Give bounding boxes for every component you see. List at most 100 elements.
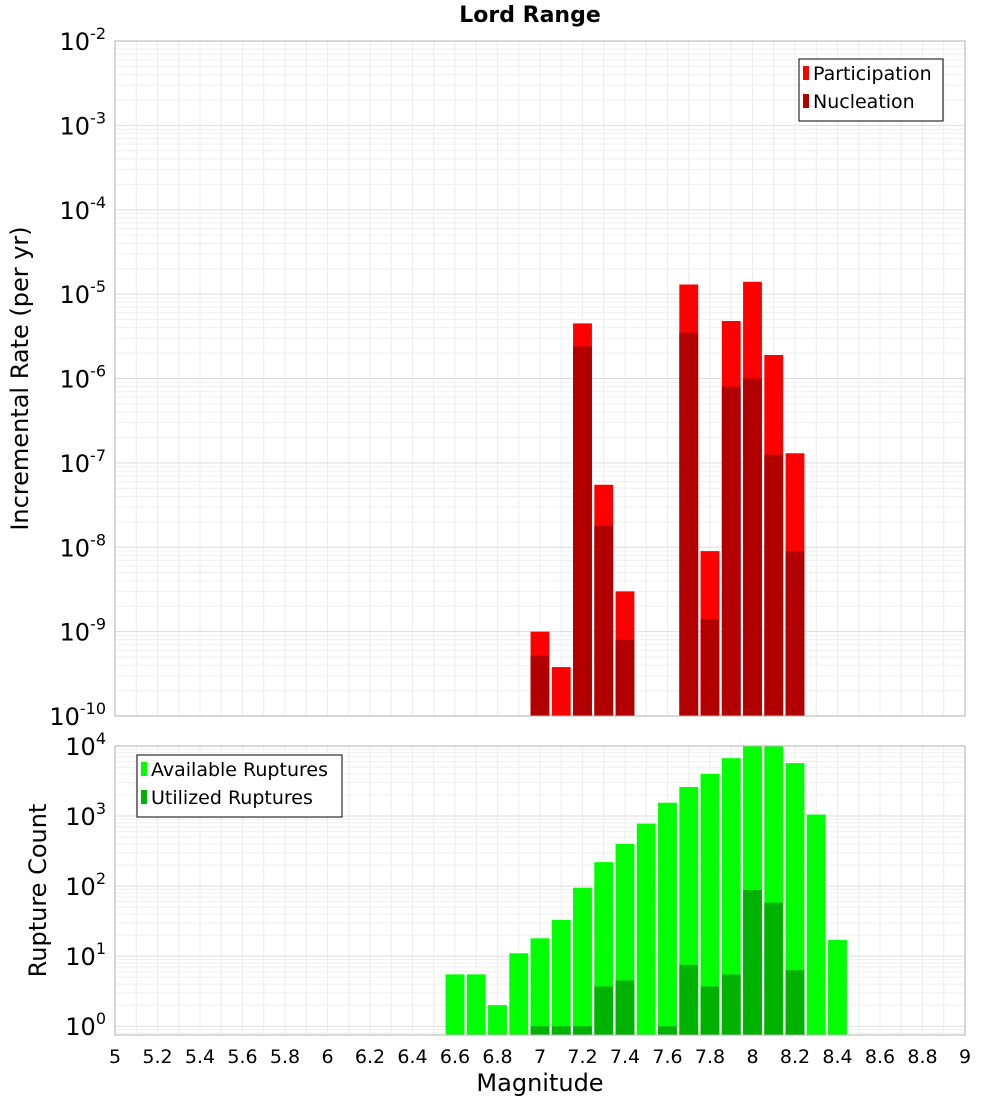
legend-swatch bbox=[803, 66, 809, 80]
x-tick-label: 6.6 bbox=[440, 1046, 470, 1068]
bar-nucleation bbox=[764, 454, 784, 716]
bar-nucleation bbox=[743, 378, 762, 716]
y-tick-label: 10-6 bbox=[60, 362, 107, 394]
bar-available-ruptures bbox=[700, 773, 720, 1035]
x-tick-label: 8 bbox=[746, 1046, 758, 1068]
x-tick-label: 6.2 bbox=[355, 1046, 385, 1068]
bar-available-ruptures bbox=[828, 940, 847, 1035]
bar-utilized-ruptures bbox=[721, 974, 741, 1035]
x-tick-label: 7 bbox=[534, 1046, 546, 1068]
x-tick-label: 5.2 bbox=[142, 1046, 172, 1068]
legend-label: Available Ruptures bbox=[151, 759, 328, 781]
bar-utilized-ruptures bbox=[551, 1026, 571, 1035]
bar-nucleation bbox=[785, 551, 805, 716]
x-tick-label: 5.4 bbox=[185, 1046, 215, 1068]
bar-available-ruptures bbox=[445, 974, 465, 1035]
legend-label: Utilized Ruptures bbox=[151, 787, 313, 809]
plot-1: 10-10 10-9 10-8 10-7 10-6 10-5 10-4 10-3 10-2 Inc… bbox=[6, 3, 966, 731]
bar-available-ruptures bbox=[551, 919, 571, 1035]
legend-box bbox=[136, 754, 343, 818]
x-tick-label: 8.2 bbox=[780, 1046, 810, 1068]
bar-utilized-ruptures bbox=[700, 986, 720, 1035]
legend-label: Participation bbox=[813, 63, 932, 85]
bar-nucleation bbox=[679, 332, 699, 716]
bar-nucleation bbox=[700, 619, 720, 716]
x-tick-label: 7.2 bbox=[567, 1046, 597, 1068]
legend-swatch bbox=[803, 94, 809, 108]
y-tick-label: 102 bbox=[65, 869, 106, 901]
chart-title: Lord Range bbox=[459, 3, 601, 28]
x-tick-label: 8.4 bbox=[822, 1046, 852, 1068]
x-tick-label: 6 bbox=[321, 1046, 333, 1068]
plot-frame bbox=[114, 745, 966, 1036]
y-tick-label: 10-3 bbox=[60, 108, 107, 140]
bar-utilized-ruptures bbox=[743, 890, 762, 1035]
y-tick-label: 10-8 bbox=[60, 530, 107, 562]
x-tick-label: 5.6 bbox=[227, 1046, 257, 1068]
x-tick-label: 8.6 bbox=[865, 1046, 895, 1068]
x-tick-label: 7.6 bbox=[652, 1046, 682, 1068]
x-tick-label: 7.4 bbox=[610, 1046, 640, 1068]
y-tick-label: 10-7 bbox=[60, 446, 107, 478]
bar-nucleation bbox=[573, 346, 592, 716]
legend-swatch bbox=[141, 762, 147, 776]
bar-available-ruptures bbox=[636, 823, 656, 1035]
bar-participation bbox=[551, 667, 571, 716]
y-tick-label: 10-4 bbox=[60, 193, 107, 225]
plot-2: 100 101 102 103 104 Rupture Count 5 5.2 5.4 5.6 5.… bbox=[24, 729, 971, 1097]
bar-nucleation bbox=[615, 639, 635, 716]
x-axis-label: Magnitude bbox=[476, 1069, 603, 1097]
bar-nucleation bbox=[594, 525, 614, 716]
x-tick-labels: 5 5.2 5.4 5.6 5.8 6 6.2 6.4 6.6 6.8 7 7.2 7.4 7.6 7.8 8… bbox=[109, 1046, 971, 1068]
x-tick-label: 6.4 bbox=[397, 1046, 427, 1068]
bar-utilized-ruptures bbox=[679, 964, 699, 1035]
y-tick-label: 103 bbox=[65, 799, 106, 831]
y-tick-label: 100 bbox=[65, 1009, 106, 1041]
bars bbox=[445, 746, 847, 1035]
bar-nucleation bbox=[721, 386, 741, 716]
x-tick-label: 6.8 bbox=[482, 1046, 512, 1068]
x-tick-label: 7.8 bbox=[695, 1046, 725, 1068]
bar-nucleation bbox=[530, 655, 550, 716]
bar-utilized-ruptures bbox=[764, 902, 784, 1035]
legend-label: Nucleation bbox=[813, 91, 915, 113]
x-tick-label: 5 bbox=[109, 1046, 121, 1068]
bar-utilized-ruptures bbox=[785, 970, 805, 1035]
y-tick-label: 10-5 bbox=[60, 277, 107, 309]
x-tick-label: 8.8 bbox=[907, 1046, 937, 1068]
bar-available-ruptures bbox=[658, 802, 677, 1035]
legend: Participation Nucleation bbox=[798, 58, 944, 122]
y-axis-label: Incremental Rate (per yr) bbox=[6, 226, 34, 530]
y-tick-label: 104 bbox=[65, 729, 106, 761]
x-tick-label: 9 bbox=[959, 1046, 971, 1068]
bar-available-ruptures bbox=[573, 887, 592, 1035]
bar-available-ruptures bbox=[785, 763, 805, 1035]
legend: Available Ruptures Utilized Ruptures bbox=[136, 754, 343, 818]
y-axis-label: Rupture Count bbox=[24, 804, 52, 978]
bar-available-ruptures bbox=[488, 1005, 507, 1035]
y-tick-label: 10-10 bbox=[49, 699, 106, 731]
bar-utilized-ruptures bbox=[530, 1026, 550, 1035]
bar-utilized-ruptures bbox=[615, 980, 635, 1035]
plot-frame bbox=[114, 40, 966, 717]
bar-available-ruptures bbox=[721, 758, 741, 1035]
bars bbox=[530, 281, 805, 716]
x-tick-label: 5.8 bbox=[270, 1046, 300, 1068]
bar-utilized-ruptures bbox=[594, 986, 614, 1035]
bar-available-ruptures bbox=[466, 974, 486, 1035]
legend-box bbox=[798, 58, 944, 122]
y-tick-labels: 100 101 102 103 104 bbox=[65, 729, 106, 1041]
bar-available-ruptures bbox=[806, 814, 826, 1035]
y-tick-label: 10-2 bbox=[60, 24, 107, 56]
y-tick-label: 10-9 bbox=[60, 615, 107, 647]
bar-utilized-ruptures bbox=[658, 1026, 677, 1035]
bar-available-ruptures bbox=[509, 953, 529, 1035]
legend-swatch bbox=[141, 790, 147, 804]
bar-utilized-ruptures bbox=[573, 1026, 592, 1035]
y-tick-labels: 10-10 10-9 10-8 10-7 10-6 10-5 10-4 10-3 10-2 bbox=[49, 24, 106, 731]
bar-available-ruptures bbox=[530, 938, 550, 1035]
grid bbox=[114, 41, 966, 717]
y-tick-label: 101 bbox=[65, 939, 106, 971]
